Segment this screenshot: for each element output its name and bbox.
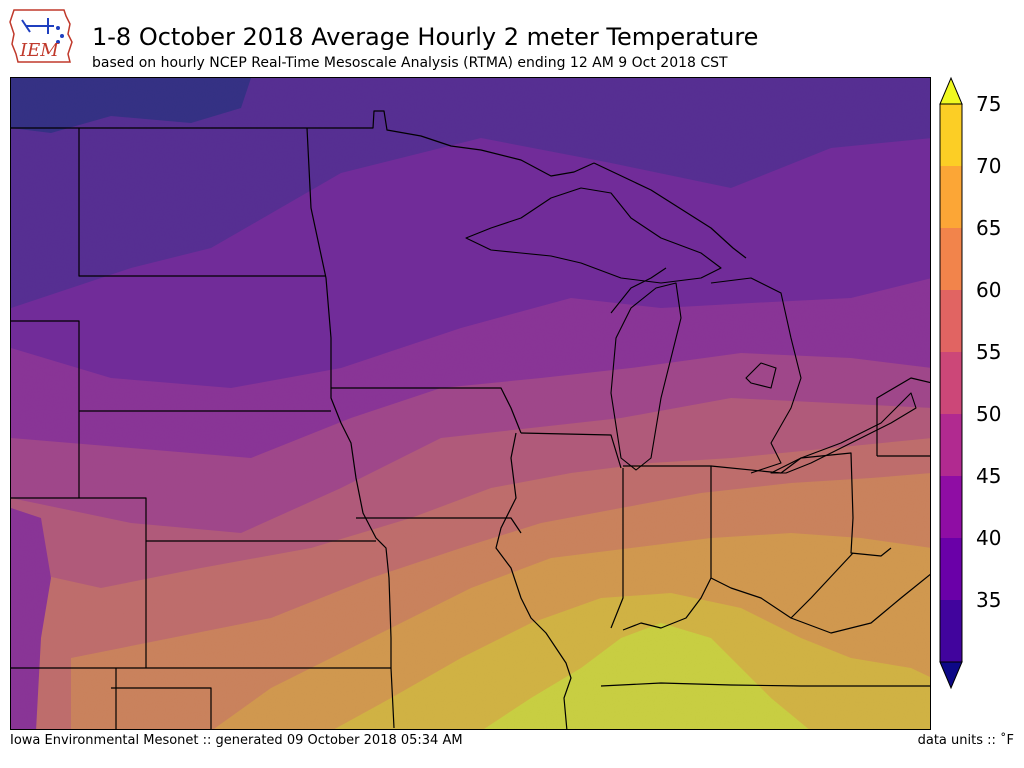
colorbar-swatch [940, 414, 962, 477]
colorbar-tick-label: 65 [976, 216, 1002, 240]
colorbar-swatch [940, 228, 962, 291]
colorbar-tick-label: 40 [976, 526, 1002, 550]
colorbar-swatch [940, 600, 962, 663]
colorbar-tick-label: 50 [976, 402, 1002, 426]
colorbar-swatch [940, 352, 962, 415]
map-subtitle: based on hourly NCEP Real-Time Mesoscale… [92, 55, 728, 71]
colorbar-min-arrow [939, 661, 963, 690]
colorbar [939, 76, 963, 690]
state-boundaries [11, 110, 930, 729]
colorbar-tick-label: 60 [976, 278, 1002, 302]
temperature-map[interactable] [10, 77, 931, 730]
map-canvas [11, 78, 930, 729]
great-lakes [465, 187, 917, 474]
colorbar-tick-label: 75 [976, 92, 1002, 116]
colorbar-tick-label: 70 [976, 154, 1002, 178]
colorbar-max-arrow [939, 76, 963, 105]
colorbar-swatch [940, 538, 962, 601]
colorbar-tick-label: 55 [976, 340, 1002, 364]
footer-credit: Iowa Environmental Mesonet :: generated … [10, 733, 463, 748]
map-title: 1-8 October 2018 Average Hourly 2 meter … [92, 23, 759, 51]
iem-logo: IEM [9, 9, 73, 63]
logo-text: IEM [19, 40, 59, 61]
colorbar-tick-label: 45 [976, 464, 1002, 488]
footer-units: data units :: ˚F [917, 733, 1014, 748]
colorbar-tick-label: 35 [976, 588, 1002, 612]
colorbar-swatch [940, 104, 962, 167]
colorbar-swatch [940, 166, 962, 229]
colorbar-swatch [940, 476, 962, 539]
colorbar-swatch [940, 290, 962, 353]
